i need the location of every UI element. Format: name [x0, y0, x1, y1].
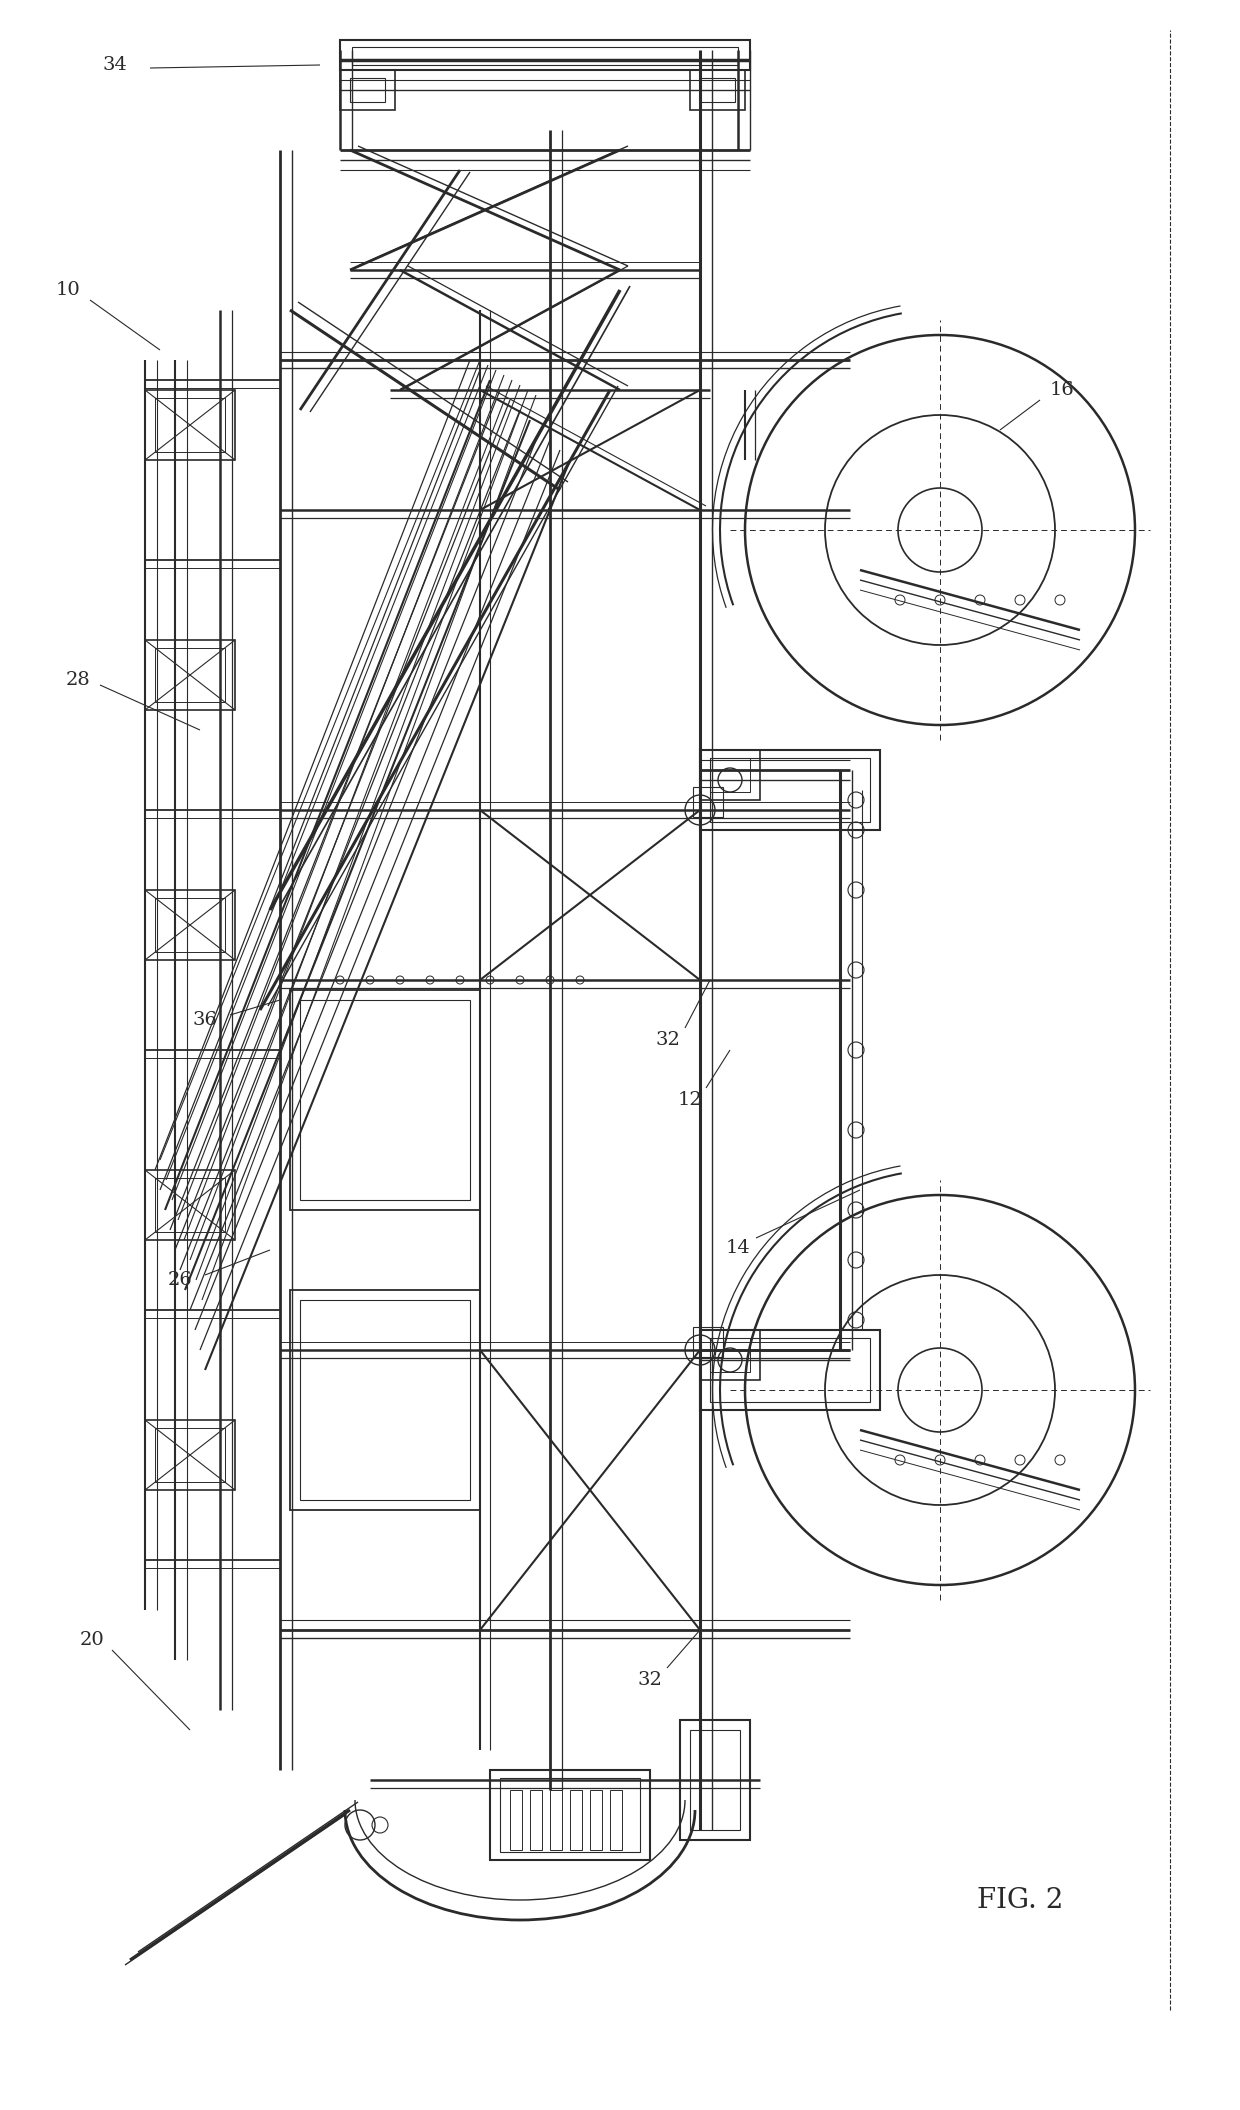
Bar — [155, 399, 224, 452]
Bar — [701, 1329, 760, 1380]
Bar — [155, 648, 224, 703]
Bar — [300, 1300, 470, 1500]
Bar — [500, 1779, 640, 1853]
Text: 14: 14 — [725, 1239, 750, 1258]
Bar — [155, 1177, 224, 1232]
Text: 12: 12 — [677, 1091, 702, 1110]
Bar — [551, 1789, 562, 1850]
Bar — [145, 639, 236, 709]
Bar — [300, 1000, 470, 1201]
Bar — [689, 70, 745, 110]
Text: 36: 36 — [192, 1011, 217, 1030]
Bar — [350, 78, 384, 101]
Bar — [510, 1789, 522, 1850]
Bar — [145, 1420, 236, 1490]
Text: 32: 32 — [656, 1032, 681, 1049]
Bar — [155, 899, 224, 952]
Text: 16: 16 — [1049, 382, 1074, 399]
Bar — [145, 1171, 236, 1241]
Bar — [145, 890, 236, 960]
Bar — [352, 46, 738, 65]
Bar — [340, 40, 750, 70]
Bar — [145, 390, 236, 460]
Bar — [711, 1338, 750, 1372]
Bar — [490, 1770, 650, 1861]
Text: 34: 34 — [103, 57, 128, 74]
Bar — [701, 78, 735, 101]
Bar — [701, 749, 880, 829]
Text: 32: 32 — [637, 1671, 662, 1688]
Bar — [290, 990, 480, 1209]
Bar — [610, 1789, 622, 1850]
Bar — [701, 1329, 880, 1409]
Bar — [590, 1789, 601, 1850]
Bar — [693, 787, 723, 817]
Bar — [693, 1327, 723, 1357]
Text: FIG. 2: FIG. 2 — [977, 1886, 1063, 1914]
Bar — [680, 1720, 750, 1840]
Bar — [701, 749, 760, 800]
Bar — [711, 757, 870, 823]
Bar — [711, 1338, 870, 1401]
Text: 28: 28 — [66, 671, 91, 690]
Bar — [711, 757, 750, 791]
Bar — [689, 1730, 740, 1829]
Bar — [155, 1428, 224, 1481]
Text: 26: 26 — [167, 1270, 192, 1289]
Bar — [529, 1789, 542, 1850]
Text: 10: 10 — [56, 281, 81, 300]
Bar — [340, 70, 396, 110]
Text: 20: 20 — [79, 1631, 104, 1650]
Bar — [290, 1289, 480, 1511]
Bar — [570, 1789, 582, 1850]
